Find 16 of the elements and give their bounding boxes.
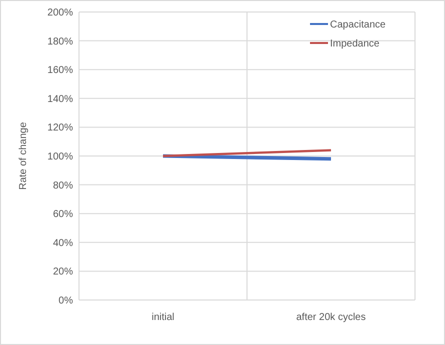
legend-label: Impedance [330,38,380,50]
x-tick-label: initial [152,312,174,323]
y-tick-label: 80% [52,180,74,192]
y-tick-label: 40% [52,238,74,249]
x-tick-label: after 20k cycles [296,312,366,323]
legend-label: Capacitance [330,20,386,30]
y-axis-title: Rate of change [18,122,29,190]
y-tick-label: 180% [47,36,74,48]
y-tick-label: 100% [47,152,74,162]
y-tick-label: 60% [52,209,74,220]
y-tick-label: 20% [52,266,74,278]
y-tick-label: 0% [58,296,74,306]
y-tick-label: 140% [47,94,74,105]
y-tick-label: 160% [47,65,74,76]
y-tick-label: 120% [47,122,74,134]
y-tick-label: 200% [47,8,74,18]
